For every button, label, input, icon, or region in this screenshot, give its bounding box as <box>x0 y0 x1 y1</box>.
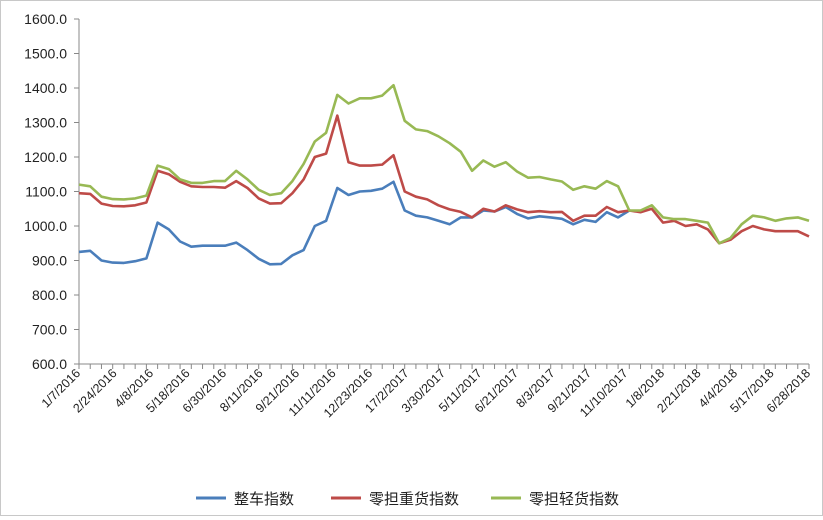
y-tick-label: 700.0 <box>32 322 67 338</box>
y-tick-label: 1100.0 <box>25 184 67 200</box>
y-tick-label: 600.0 <box>32 356 67 372</box>
legend-label: 零担重货指数 <box>369 491 459 508</box>
y-tick-label: 1200.0 <box>24 149 67 165</box>
legend-label: 整车指数 <box>234 491 294 508</box>
y-tick-label: 900.0 <box>32 253 67 269</box>
series-line-1 <box>78 180 630 266</box>
y-tick-label: 1000.0 <box>24 218 67 234</box>
y-tick-label: 800.0 <box>32 287 67 303</box>
series-line-2 <box>78 114 810 245</box>
series-line-3 <box>78 83 810 245</box>
y-tick-label: 1400.0 <box>24 80 67 96</box>
y-tick-label: 1500.0 <box>24 46 67 62</box>
y-tick-label: 1600.0 <box>24 11 67 27</box>
y-tick-label: 1300.0 <box>24 115 67 131</box>
legend-label: 零担轻货指数 <box>529 491 619 508</box>
